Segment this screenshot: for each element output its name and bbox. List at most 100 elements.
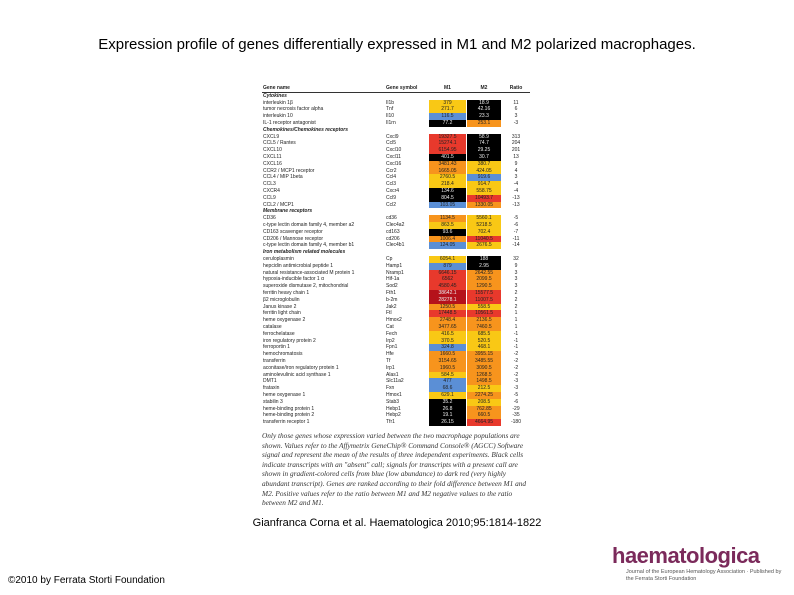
ratio: -35 [512,412,520,419]
ratio: 3 [514,283,518,290]
gene-name: transferrin [263,358,286,364]
ratio: 3 [514,276,518,283]
gene-symbol: Il1rn [386,120,396,126]
signal-value: 629.1 [429,392,466,399]
gene-name: CXCL16 [263,160,282,167]
signal-value: 1268.5 [467,371,501,379]
gene-name: CD163 scavenger receptor [263,228,323,235]
signal-value: 42.16 [467,106,501,114]
gene-symbol: Ftl [386,310,392,317]
gene-name: CD36 [263,215,276,222]
signal-value: 10561.5 [467,310,501,318]
ratio: -14 [512,242,520,249]
signal-value: 558.5 [467,303,501,311]
gene-symbol: Tnf [386,106,394,113]
column-header: Gene symbol [386,85,418,91]
ratio: -4 [513,181,519,188]
gene-name: CD206 / Mannose receptor [263,235,324,242]
signal-value: 558.75 [467,188,501,195]
ratio: -6 [513,222,519,228]
signal-value: 1960.5 [429,364,466,372]
signal-value: 2136.5 [467,317,501,324]
signal-value: 379 [429,99,466,107]
gene-symbol: cd163 [386,228,400,235]
gene-name: CCL5 / Rantes [263,140,296,147]
gene-name: frataxin [263,385,280,392]
gene-name: ferrochelatase [263,330,295,337]
gene-name: CCL3 [263,181,276,188]
gene-name: CXCR4 [263,188,280,194]
signal-value: 218.4 [429,181,466,188]
ratio: 9 [514,160,518,167]
signal-value: 7460.5 [467,324,501,331]
gene-name: IL-1 receptor antagonist [263,120,316,126]
gene-symbol: Cxcl10 [386,147,402,154]
ratio: -6 [513,398,519,405]
signal-value: 914.7 [467,181,501,188]
signal-value: 1134.5 [429,215,466,222]
signal-value: 762.85 [467,405,501,413]
gene-name: heme oxygenase 2 [263,317,306,324]
ratio: 201 [511,147,521,154]
gene-symbol: Fech [386,330,398,337]
gene-name: c-type lectin domain family 4, member b1 [263,242,355,249]
ratio: -5 [513,215,519,222]
signal-value: 35.2 [429,398,466,406]
gene-symbol: Cxcl16 [386,160,402,167]
gene-symbol: Clec4b1 [386,242,405,249]
gene-name: CXCL10 [263,147,282,154]
ratio: 3 [514,113,518,120]
signal-value: 685.5 [467,330,501,338]
gene-name: natural resistance-associated M protein … [263,269,355,276]
gene-name: hemochromatosis [263,351,303,358]
signal-value: 4580.45 [429,283,466,290]
signal-value: 424.05 [467,167,501,175]
signal-value: 1006.4 [429,235,466,243]
gene-symbol: Tf [386,358,391,364]
gene-name: ferritin light chain [263,310,301,317]
signal-value: 3955.15 [467,351,501,358]
gene-symbol: Il10 [386,113,395,120]
signal-value: 401.5 [429,154,466,161]
column-header: M1 [444,85,451,91]
signal-value: 6646.15 [429,269,466,277]
signal-value: 19327.5 [429,133,466,141]
signal-value: 324.8 [429,344,466,352]
ratio: -2 [513,351,519,358]
signal-value: 93.6 [429,228,466,236]
signal-value: 3481.43 [429,160,466,168]
ratio: 3 [514,269,518,276]
ratio: 32 [513,256,519,262]
gene-symbol: cd36 [386,215,397,222]
signal-value: 4664.95 [467,419,501,426]
signal-value: 10493.7 [467,194,501,202]
gene-symbol: Fth1 [386,290,397,296]
gene-symbol: Ccl3 [386,181,397,188]
ratio: 204 [511,140,521,147]
signal-value: 212.5 [467,385,501,392]
signal-value: 3154.65 [429,358,466,365]
ratio: -29 [512,405,520,412]
gene-symbol: Slc11a2 [386,378,404,385]
column-header: M2 [480,85,488,91]
gene-name: Janus kinase 2 [263,303,297,310]
ratio: 11 [513,99,519,106]
section-label: Chemokines/Chemokines receptors [263,126,349,133]
gene-symbol: Tfr1 [386,419,395,426]
ratio: 4 [514,167,518,174]
ratio: 9 [514,262,518,269]
gene-name: iron regulatory protein 2 [263,337,316,344]
ratio: 2 [514,296,518,303]
signal-value: 1250.5 [429,303,466,311]
ratio: 1 [514,317,518,324]
ratio: 3 [514,174,518,181]
signal-value: 1330.05 [467,201,501,209]
gene-name: aminolevulinic acid synthase 1 [263,371,331,378]
signal-value: 2274.25 [467,392,501,399]
gene-symbol: Hamp1 [386,262,403,269]
ratio: -11 [512,235,520,242]
gene-name: DMT1 [263,378,277,385]
gene-symbol: Fxn [386,385,395,392]
signal-value: 18.9 [467,99,501,107]
gene-symbol: Hfe [386,351,394,358]
